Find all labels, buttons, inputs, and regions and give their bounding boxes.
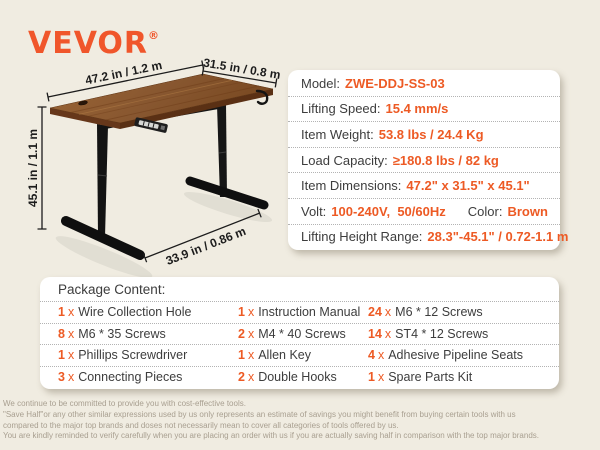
spec-label: Item Dimensions:: [301, 178, 402, 194]
hook-icon: [255, 89, 269, 105]
spec-row-load-capacity: Load Capacity: ≥180.8 lbs / 82 kg: [288, 146, 560, 173]
wood-grain: [70, 78, 225, 113]
package-item: 2 x M4 * 40 Screws: [238, 326, 346, 341]
spec-row-volt-color: Volt: 100-240V, 50/60Hz Color: Brown: [288, 197, 560, 224]
package-row: 1 x Phillips Screwdriver 1 x Allen Key 4 x Adh…: [40, 344, 559, 366]
left-leg-joint: [97, 174, 108, 177]
spec-row-lifting-speed: Lifting Speed: 15.4 mm/s: [288, 95, 560, 122]
wire-hole: [78, 100, 88, 106]
spec-label-color: Color:: [467, 203, 503, 219]
registered-mark: ®: [148, 29, 160, 42]
spec-row-item-weight: Item Weight: 53.8 lbs / 24.4 Kg: [288, 121, 560, 147]
disclaimer-line: "Save Half"or any other similar expressi…: [3, 409, 516, 419]
package-item: 1 x Wire Collection Hole: [58, 305, 192, 320]
package-item: 3 x Connecting Pieces: [58, 369, 183, 384]
package-item: 1 x Instruction Manual: [238, 305, 361, 320]
spec-label: Volt:: [301, 203, 327, 219]
brand-name: VEVOR: [28, 26, 149, 61]
control-pad: [134, 117, 168, 133]
package-item: 1 x Phillips Screwdriver: [58, 348, 188, 363]
spec-panel: Model: ZWE-DDJ-SS-03 Lifting Speed: 15.4 m…: [288, 70, 568, 251]
package-item: 2 x Double Hooks: [238, 369, 337, 384]
package-content-title: Package Content:: [40, 277, 559, 302]
package-item: 14 x ST4 * 12 Screws: [368, 326, 489, 341]
spec-value: ZWE-DDJ-SS-03: [345, 75, 445, 91]
spec-row-item-dimensions: Item Dimensions: 47.2" x 31.5" x 45.1": [288, 172, 560, 198]
package-item: 1 x Spare Parts Kit: [368, 369, 473, 384]
desk-front-edge: [50, 108, 120, 129]
disclaimer-text: We continue to be committed to provide y…: [3, 399, 599, 442]
left-foot-shadow: [55, 236, 153, 278]
spec-label: Model:: [301, 75, 341, 91]
right-leg-column: [217, 103, 227, 197]
package-content-panel: Package Content: 1 x Wire Collection Hole …: [40, 277, 559, 389]
vevor-logo: VEVOR®: [28, 18, 159, 62]
right-foot-shadow: [183, 191, 273, 223]
spec-value: ≥180.8 lbs / 82 kg: [392, 152, 499, 168]
disclaimer-line: We continue to be committed to provide y…: [3, 399, 246, 408]
spec-row-model: Model: ZWE-DDJ-SS-03: [288, 71, 560, 96]
disclaimer-line: compared to the major top brands and dos…: [3, 420, 399, 430]
package-item: 24 x M6 * 12 Screws: [368, 305, 483, 320]
spec-label: Load Capacity:: [301, 152, 388, 168]
package-item: 8 x M6 * 35 Screws: [58, 326, 166, 341]
package-row: 8 x M6 * 35 Screws 2 x M4 * 40 Screws 14 x ST4…: [40, 322, 559, 345]
package-row: 1 x Wire Collection Hole 1 x Instruction Man…: [40, 302, 559, 323]
left-leg-column: [97, 124, 108, 237]
spec-label: Lifting Speed:: [301, 101, 381, 117]
disclaimer-line: You are kindly reminded to verify carefu…: [3, 431, 539, 441]
spec-value: 15.4 mm/s: [385, 101, 449, 117]
spec-value: 47.2" x 31.5" x 45.1": [406, 178, 530, 194]
desk-illustration: 47.2 in / 1.2 m 31.5 in / 0.8 m 45.1 in …: [26, 56, 282, 278]
desk-right-edge: [120, 89, 273, 129]
package-item: 4 x Adhesive Pipeline Seats: [368, 348, 524, 363]
height-dimension-label: 45.1 in / 1.1 m: [26, 129, 40, 207]
wood-grain: [88, 81, 242, 117]
wood-grain: [105, 85, 260, 121]
spec-value: 100-240V, 50/60Hz: [331, 203, 446, 219]
desk-top: [49, 73, 274, 124]
spec-label: Item Weight:: [301, 126, 374, 142]
spec-label: Lifting Height Range:: [301, 229, 423, 245]
package-item: 1 x Allen Key: [238, 348, 312, 363]
wood-grain: [78, 79, 233, 115]
width-dimension-label: 47.2 in / 1.2 m: [84, 58, 163, 88]
spec-value-color: Brown: [507, 203, 548, 219]
left-foot: [61, 216, 145, 260]
spec-value: 28.3"-45.1" / 0.72-1.1 m: [427, 229, 569, 245]
spec-row-lifting-height-range: Lifting Height Range: 28.3"-45.1" / 0.72-…: [288, 223, 568, 250]
right-leg-joint: [218, 151, 227, 154]
package-row: 3 x Connecting Pieces 2 x Double Hooks 1 x Spa…: [40, 365, 559, 388]
right-foot: [185, 176, 269, 210]
spec-value: 53.8 lbs / 24.4 Kg: [378, 126, 484, 142]
dimension-height: 45.1 in / 1.1 m: [26, 106, 47, 230]
